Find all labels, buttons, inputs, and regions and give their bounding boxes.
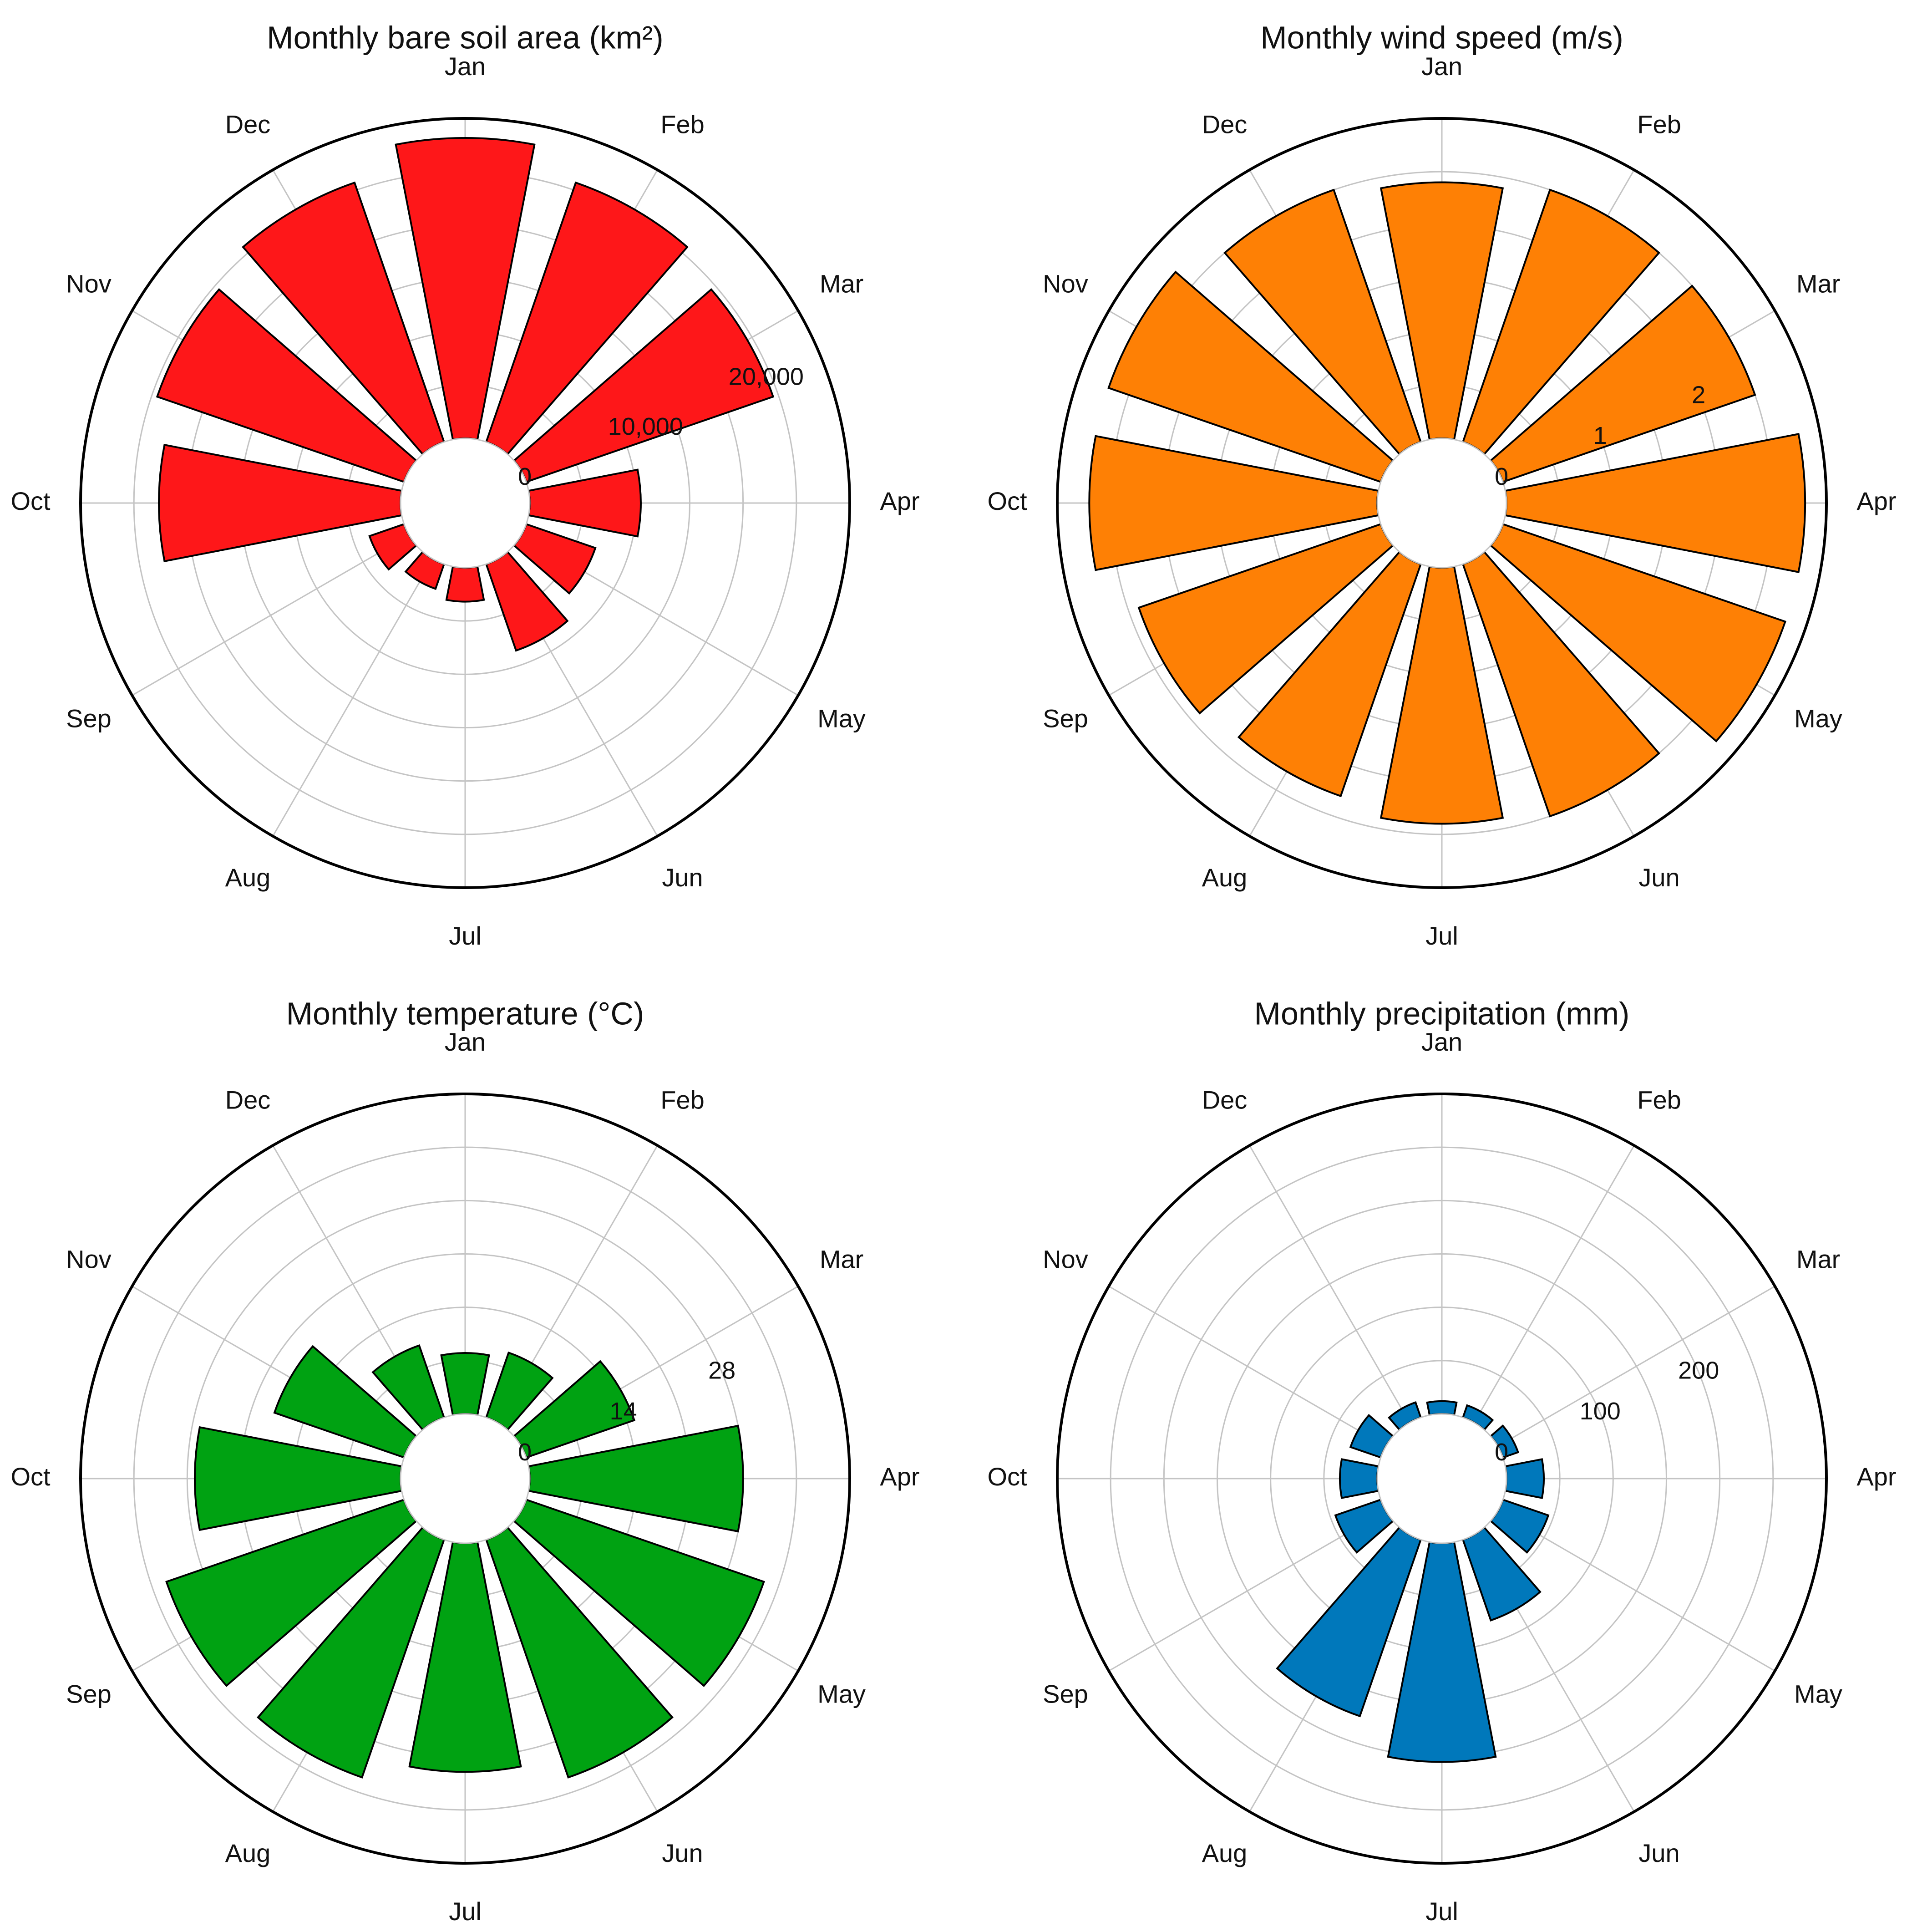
radial-tick-label: 10,000 bbox=[608, 413, 683, 440]
month-label-mar: Mar bbox=[820, 269, 863, 298]
month-label-may: May bbox=[1794, 1679, 1842, 1708]
polar-frame bbox=[1056, 1093, 1828, 1865]
polar-chart-temperature: Monthly temperature (°C) 0 14 28 Jan Feb Mar Ap… bbox=[10, 996, 919, 1925]
month-label-jun: Jun bbox=[662, 863, 703, 892]
month-label-feb: Feb bbox=[1637, 1086, 1681, 1114]
month-label-sep: Sep bbox=[66, 1679, 112, 1708]
month-label-aug: Aug bbox=[225, 1839, 271, 1867]
month-label-mar: Mar bbox=[1796, 1245, 1840, 1273]
polar-chart-bare-soil-area: Monthly bare soil area (km²) 0 10,000 20,00… bbox=[10, 20, 919, 950]
inner-hole bbox=[1376, 437, 1507, 569]
polar-frame bbox=[1056, 117, 1828, 889]
radial-tick-label: 14 bbox=[610, 1398, 637, 1425]
radial-tick-label: 0 bbox=[518, 463, 532, 490]
bar-jan bbox=[1426, 1400, 1458, 1416]
month-label-oct: Oct bbox=[10, 487, 51, 515]
month-label-oct: Oct bbox=[10, 1462, 51, 1491]
bar-aug bbox=[1276, 1526, 1422, 1718]
month-label-jun: Jun bbox=[662, 1839, 703, 1867]
month-label-jul: Jul bbox=[449, 921, 482, 950]
inner-hole bbox=[400, 1413, 531, 1544]
month-label-mar: Mar bbox=[820, 1245, 863, 1273]
chart-title: Monthly bare soil area (km²) bbox=[267, 20, 663, 55]
month-label-sep: Sep bbox=[1043, 1679, 1088, 1708]
radial-tick-label: 0 bbox=[518, 1439, 532, 1466]
month-label-apr: Apr bbox=[880, 487, 919, 515]
polar-frame bbox=[79, 1093, 851, 1865]
inner-hole bbox=[1376, 1413, 1507, 1544]
month-label-jul: Jul bbox=[449, 1897, 482, 1926]
month-label-nov: Nov bbox=[1043, 269, 1088, 298]
month-label-nov: Nov bbox=[1043, 1245, 1088, 1273]
month-label-feb: Feb bbox=[660, 110, 705, 139]
month-label-jan: Jan bbox=[1421, 52, 1462, 81]
month-label-nov: Nov bbox=[66, 1245, 112, 1273]
month-label-jul: Jul bbox=[1425, 1897, 1458, 1926]
bar-jan bbox=[440, 1352, 490, 1416]
month-label-jul: Jul bbox=[1425, 921, 1458, 950]
month-label-sep: Sep bbox=[66, 704, 112, 732]
bar-apr bbox=[527, 468, 642, 538]
bar-apr bbox=[1504, 1458, 1545, 1499]
month-label-aug: Aug bbox=[1202, 863, 1248, 892]
month-label-oct: Oct bbox=[987, 1462, 1027, 1491]
month-label-aug: Aug bbox=[1202, 1839, 1248, 1867]
month-label-dec: Dec bbox=[1202, 110, 1248, 139]
month-label-mar: Mar bbox=[1796, 269, 1840, 298]
month-label-apr: Apr bbox=[880, 1462, 919, 1491]
month-label-jun: Jun bbox=[1638, 863, 1679, 892]
month-label-dec: Dec bbox=[225, 1086, 271, 1114]
month-label-jan: Jan bbox=[1421, 1027, 1462, 1056]
inner-hole bbox=[400, 437, 531, 569]
month-label-aug: Aug bbox=[225, 863, 271, 892]
chart-title: Monthly temperature (°C) bbox=[286, 996, 644, 1031]
month-label-may: May bbox=[1794, 704, 1842, 732]
month-label-dec: Dec bbox=[1202, 1086, 1248, 1114]
radial-tick-label: 100 bbox=[1580, 1398, 1621, 1425]
chart-title: Monthly wind speed (m/s) bbox=[1260, 20, 1623, 55]
polar-chart-wind-speed: Monthly wind speed (m/s) 0 1 2 Jan Feb Mar Apr M… bbox=[987, 20, 1896, 950]
month-label-nov: Nov bbox=[66, 269, 112, 298]
month-label-feb: Feb bbox=[660, 1086, 705, 1114]
month-label-feb: Feb bbox=[1637, 110, 1681, 139]
polar-chart-precipitation: Monthly precipitation (mm) 0 100 200 Jan Feb M… bbox=[987, 996, 1896, 1925]
radial-tick-label: 20,000 bbox=[729, 363, 804, 390]
radial-tick-label: 0 bbox=[1495, 463, 1508, 490]
month-label-sep: Sep bbox=[1043, 704, 1088, 732]
month-label-jun: Jun bbox=[1638, 1839, 1679, 1867]
month-label-jan: Jan bbox=[445, 52, 486, 81]
radial-tick-label: 0 bbox=[1495, 1439, 1508, 1466]
month-label-may: May bbox=[817, 1679, 866, 1708]
polar-frame bbox=[79, 117, 851, 889]
bar-jul bbox=[445, 565, 485, 603]
radial-tick-label: 2 bbox=[1692, 381, 1705, 409]
month-label-oct: Oct bbox=[987, 487, 1027, 515]
chart-title: Monthly precipitation (mm) bbox=[1254, 996, 1630, 1031]
month-label-apr: Apr bbox=[1856, 1462, 1896, 1491]
month-label-apr: Apr bbox=[1856, 487, 1896, 515]
radial-tick-label: 1 bbox=[1593, 422, 1607, 449]
month-label-may: May bbox=[817, 704, 866, 732]
radial-tick-label: 28 bbox=[708, 1357, 735, 1384]
month-label-dec: Dec bbox=[225, 110, 271, 139]
month-label-jan: Jan bbox=[445, 1027, 486, 1056]
bar-oct bbox=[1339, 1458, 1380, 1499]
radial-tick-label: 200 bbox=[1678, 1357, 1719, 1384]
